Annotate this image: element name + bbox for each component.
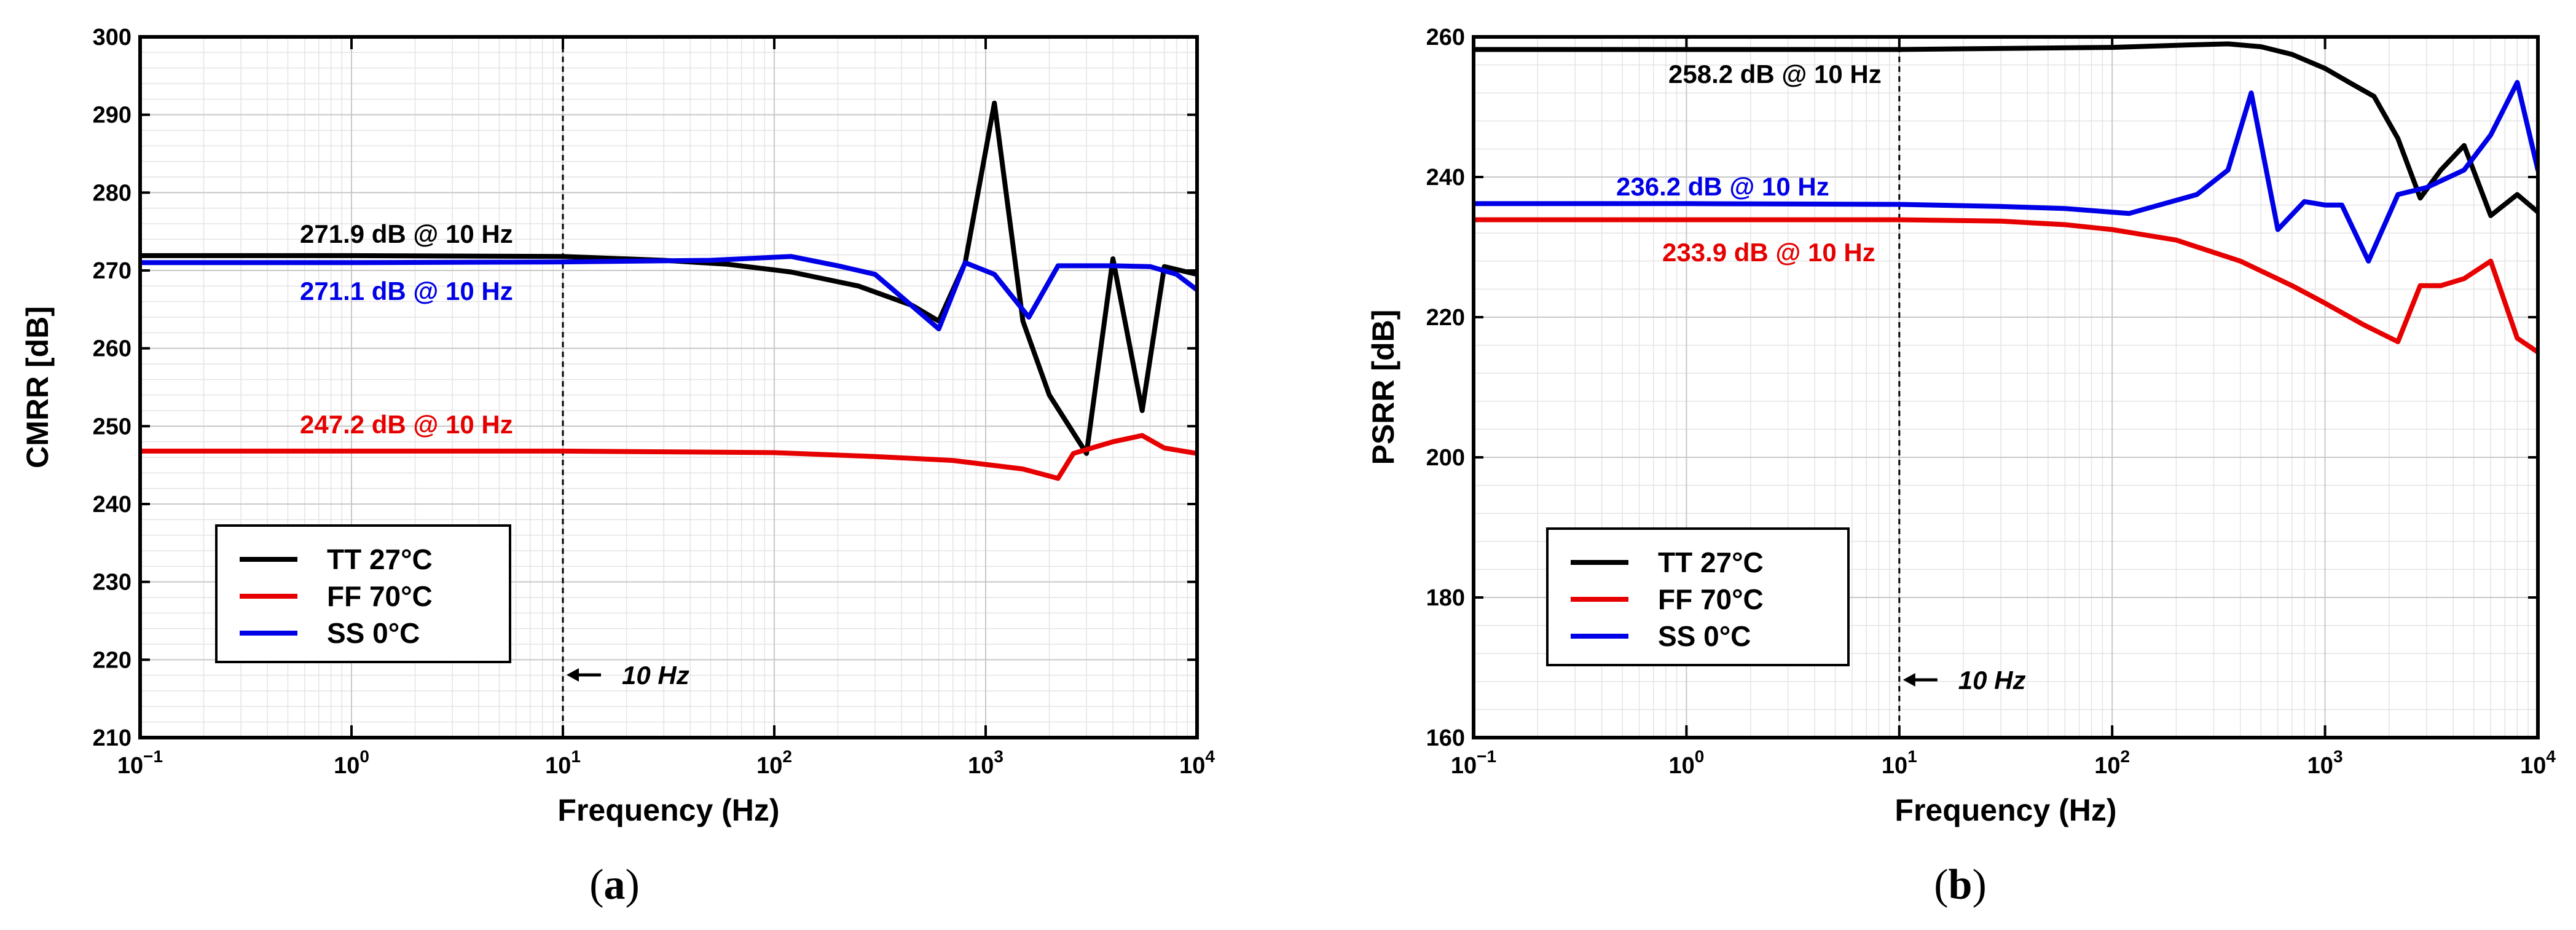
y-tick-label: 260 bbox=[93, 336, 132, 362]
series-line-tt-27-c bbox=[140, 100, 1197, 456]
y-tick-label: 210 bbox=[93, 725, 132, 751]
y-tick-label: 270 bbox=[93, 258, 132, 284]
y-tick-label: 280 bbox=[93, 180, 132, 206]
x-tick-label: 101 bbox=[1882, 747, 1917, 779]
y-axis-label: CMRR [dB] bbox=[20, 306, 55, 468]
y-tick-label: 240 bbox=[93, 492, 132, 518]
y-tick-label: 160 bbox=[1426, 725, 1465, 751]
y-tick-label: 260 bbox=[1426, 25, 1465, 50]
marker-label: 10 Hz bbox=[622, 661, 689, 690]
annotation-label: 247.2 dB @ 10 Hz bbox=[300, 410, 513, 439]
y-tick-label: 250 bbox=[93, 414, 132, 439]
x-tick-label: 100 bbox=[334, 747, 369, 779]
axes-frame bbox=[138, 35, 1199, 739]
y-axis-label: PSRR [dB] bbox=[1366, 310, 1400, 465]
legend: TT 27°C FF 70°C SS 0°C bbox=[1546, 527, 1850, 666]
x-tick-label: 103 bbox=[2307, 747, 2343, 779]
series-line-ss-0-c bbox=[1474, 80, 2538, 264]
series-line-ss-0-c bbox=[140, 254, 1197, 331]
series-line-ff-70-c bbox=[1474, 217, 2538, 355]
x-tick-label: 104 bbox=[1179, 747, 1215, 779]
marker-label: 10 Hz bbox=[1958, 666, 2026, 695]
legend-entry: FF 70°C bbox=[327, 580, 433, 612]
annotation-label: 233.9 dB @ 10 Hz bbox=[1662, 238, 1875, 267]
x-tick-label: 10−1 bbox=[1451, 747, 1496, 779]
y-tick-label: 240 bbox=[1426, 165, 1465, 191]
y-tick-label: 230 bbox=[93, 570, 132, 596]
x-tick-label: 101 bbox=[545, 747, 581, 779]
y-tick-label: 200 bbox=[1426, 445, 1465, 471]
panel-label: (b) bbox=[1934, 861, 1987, 908]
x-axis-label: Frequency (Hz) bbox=[557, 793, 779, 827]
grid bbox=[139, 36, 1198, 738]
series-line-tt-27-c bbox=[1474, 41, 2538, 218]
legend-entry: TT 27°C bbox=[1658, 546, 1764, 578]
y-tick-label: 220 bbox=[93, 647, 132, 673]
annotation-label: 236.2 dB @ 10 Hz bbox=[1616, 172, 1829, 201]
chart-panel-2: 160 180 200 220 240 260 10−1 100 101 102 103 104 Fre… bbox=[1366, 25, 2556, 908]
panel-label: (a) bbox=[589, 861, 640, 908]
x-tick-label: 104 bbox=[2520, 747, 2556, 779]
x-tick-label: 102 bbox=[2094, 747, 2130, 779]
x-tick-label: 103 bbox=[968, 747, 1003, 779]
x-tick-label: 102 bbox=[756, 747, 792, 779]
axes-frame bbox=[1472, 35, 2540, 739]
chart-panel-1: 210 220 230 240 250 260 270 280 290 300 10−1 100 101… bbox=[20, 25, 1215, 908]
marker-arrowhead bbox=[1903, 673, 1915, 687]
legend-entry: SS 0°C bbox=[327, 617, 420, 649]
legend-entry: TT 27°C bbox=[327, 543, 433, 575]
y-tick-label: 290 bbox=[93, 103, 132, 128]
x-tick-label: 10−1 bbox=[117, 747, 163, 779]
annotation-label: 271.1 dB @ 10 Hz bbox=[300, 277, 513, 305]
y-tick-label: 220 bbox=[1426, 305, 1465, 331]
annotation-label: 258.2 dB @ 10 Hz bbox=[1668, 60, 1882, 89]
series-line-ff-70-c bbox=[140, 433, 1197, 481]
y-tick-label: 180 bbox=[1426, 585, 1465, 611]
legend: TT 27°C FF 70°C SS 0°C bbox=[215, 524, 511, 663]
x-axis-label: Frequency (Hz) bbox=[1895, 793, 2116, 827]
y-tick-label: 300 bbox=[93, 25, 132, 50]
annotation-label: 271.9 dB @ 10 Hz bbox=[300, 219, 513, 248]
legend-entry: FF 70°C bbox=[1658, 583, 1764, 615]
x-tick-label: 100 bbox=[1668, 747, 1704, 779]
legend-entry: SS 0°C bbox=[1658, 620, 1751, 652]
marker-arrowhead bbox=[567, 668, 579, 682]
